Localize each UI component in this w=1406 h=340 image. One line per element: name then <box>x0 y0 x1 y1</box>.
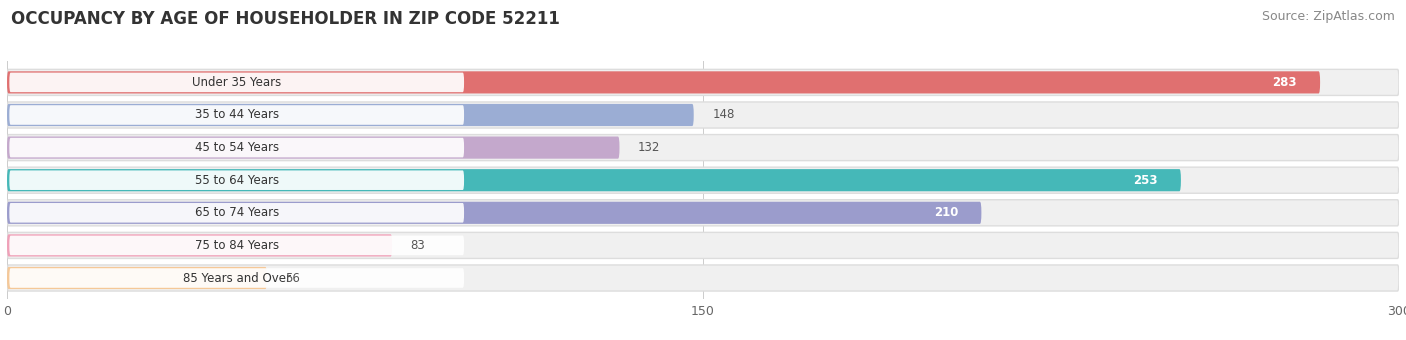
Text: Under 35 Years: Under 35 Years <box>193 76 281 89</box>
FancyBboxPatch shape <box>7 102 1399 128</box>
FancyBboxPatch shape <box>7 202 981 224</box>
Text: 55 to 64 Years: 55 to 64 Years <box>194 174 278 187</box>
FancyBboxPatch shape <box>7 167 1399 193</box>
Text: 65 to 74 Years: 65 to 74 Years <box>194 206 278 219</box>
FancyBboxPatch shape <box>7 71 1320 94</box>
FancyBboxPatch shape <box>7 267 267 289</box>
Text: 83: 83 <box>411 239 426 252</box>
Text: 283: 283 <box>1272 76 1296 89</box>
FancyBboxPatch shape <box>10 170 464 190</box>
FancyBboxPatch shape <box>7 104 693 126</box>
FancyBboxPatch shape <box>10 268 464 288</box>
FancyBboxPatch shape <box>10 138 464 157</box>
Text: 35 to 44 Years: 35 to 44 Years <box>194 108 278 121</box>
FancyBboxPatch shape <box>10 236 464 255</box>
FancyBboxPatch shape <box>7 135 1399 160</box>
Text: 75 to 84 Years: 75 to 84 Years <box>194 239 278 252</box>
FancyBboxPatch shape <box>10 73 464 92</box>
Text: 85 Years and Over: 85 Years and Over <box>183 272 291 285</box>
FancyBboxPatch shape <box>7 232 1399 258</box>
Text: Source: ZipAtlas.com: Source: ZipAtlas.com <box>1261 10 1395 23</box>
Text: 45 to 54 Years: 45 to 54 Years <box>194 141 278 154</box>
FancyBboxPatch shape <box>7 265 1399 291</box>
Text: 132: 132 <box>638 141 661 154</box>
FancyBboxPatch shape <box>7 137 620 159</box>
Text: 253: 253 <box>1133 174 1157 187</box>
FancyBboxPatch shape <box>10 203 464 223</box>
Text: 56: 56 <box>285 272 301 285</box>
Text: OCCUPANCY BY AGE OF HOUSEHOLDER IN ZIP CODE 52211: OCCUPANCY BY AGE OF HOUSEHOLDER IN ZIP C… <box>11 10 560 28</box>
FancyBboxPatch shape <box>7 169 1181 191</box>
FancyBboxPatch shape <box>7 69 1399 96</box>
FancyBboxPatch shape <box>10 105 464 125</box>
Text: 148: 148 <box>713 108 735 121</box>
FancyBboxPatch shape <box>7 200 1399 226</box>
FancyBboxPatch shape <box>7 234 392 256</box>
Text: 210: 210 <box>934 206 959 219</box>
